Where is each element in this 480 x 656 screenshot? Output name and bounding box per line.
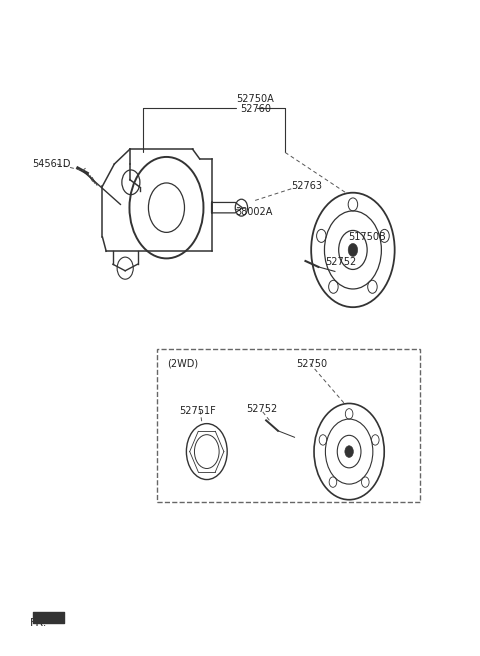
Text: 52750: 52750 bbox=[296, 359, 327, 369]
Text: 38002A: 38002A bbox=[235, 207, 273, 217]
Text: FR.: FR. bbox=[30, 618, 48, 628]
Text: (2WD): (2WD) bbox=[168, 359, 199, 369]
Text: 54561D: 54561D bbox=[32, 159, 71, 169]
Text: 52760: 52760 bbox=[240, 104, 271, 114]
Text: 52751F: 52751F bbox=[179, 405, 216, 416]
Text: 52752: 52752 bbox=[325, 256, 357, 266]
Text: 52752: 52752 bbox=[246, 404, 277, 415]
Circle shape bbox=[345, 445, 353, 457]
Text: 52750A: 52750A bbox=[237, 94, 275, 104]
Circle shape bbox=[348, 243, 358, 256]
Text: 51750B: 51750B bbox=[348, 232, 386, 242]
Text: 52763: 52763 bbox=[291, 181, 322, 191]
